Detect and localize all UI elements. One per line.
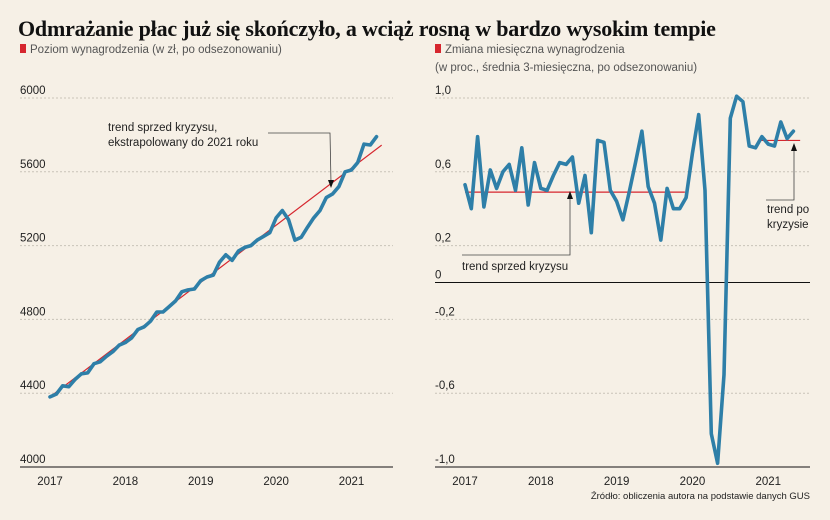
x-tick-label: 2018 (113, 476, 139, 488)
x-tick-label: 2019 (188, 476, 214, 488)
annotation-arrowhead (791, 143, 797, 151)
y-tick-label: 6000 (20, 85, 46, 97)
x-tick-label: 2020 (680, 476, 706, 488)
source-note: Źródło: obliczenia autora na podstawie d… (591, 491, 810, 502)
y-tick-label: -0,2 (435, 306, 455, 318)
x-tick-label: 2018 (528, 476, 554, 488)
y-tick-label: 4000 (20, 454, 46, 466)
annotation-arrowhead (567, 191, 573, 199)
annotation-left-line1: trend sprzed kryzysu, (108, 122, 217, 134)
series-line (463, 94, 796, 466)
y-tick-label: 5200 (20, 233, 46, 245)
annotation-trend-after-line2: kryzysie (767, 219, 809, 231)
annotation-leader (462, 196, 571, 256)
x-tick-label: 2017 (37, 476, 63, 488)
x-tick-label: 2020 (263, 476, 289, 488)
subtitle-right-2: (w proc., średnia 3-miesięczna, po odsez… (435, 62, 697, 74)
subtitle-right: Zmiana miesięczna wynagrodzenia (445, 44, 625, 56)
x-tick-label: 2021 (339, 476, 365, 488)
x-tick-label: 2019 (604, 476, 630, 488)
subtitle-marker-right (435, 44, 441, 53)
y-tick-label: 4800 (20, 306, 46, 318)
annotation-arrowhead (328, 180, 334, 188)
annotation-trend-after-line1: trend po (767, 204, 809, 216)
left-panel: 6000 5600 5200 4800 4400 4000 2017 2018 2019 2020… (20, 85, 393, 488)
annotation-trend-before: trend sprzed kryzysu (462, 261, 568, 273)
x-tick-label: 2021 (755, 476, 781, 488)
annotation-leader (766, 148, 795, 201)
subtitle-marker-left (20, 44, 26, 53)
annotation-left-line2: ekstrapolowany do 2021 roku (108, 137, 258, 149)
y-tick-label: 4400 (20, 380, 46, 392)
right-panel: 1,0 0,6 0,2 0 -0,2 -0,6 -1,0 2017 2018 2019 2020 20… (435, 85, 810, 488)
x-tick-label: 2017 (452, 476, 478, 488)
annotation-leader (268, 132, 332, 184)
y-tick-label: 0,6 (435, 159, 451, 171)
y-tick-label: -0,6 (435, 380, 455, 392)
series-line (48, 134, 379, 399)
chart-title: Odmrażanie płac już się skończyło, a wci… (18, 16, 716, 41)
y-tick-label: 5600 (20, 159, 46, 171)
y-tick-label: 0 (435, 270, 441, 282)
y-tick-label: 1,0 (435, 85, 451, 97)
subtitle-left: Poziom wynagrodzenia (w zł, po odsezonow… (30, 44, 282, 56)
y-tick-label: -1,0 (435, 454, 455, 466)
y-tick-label: 0,2 (435, 233, 451, 245)
